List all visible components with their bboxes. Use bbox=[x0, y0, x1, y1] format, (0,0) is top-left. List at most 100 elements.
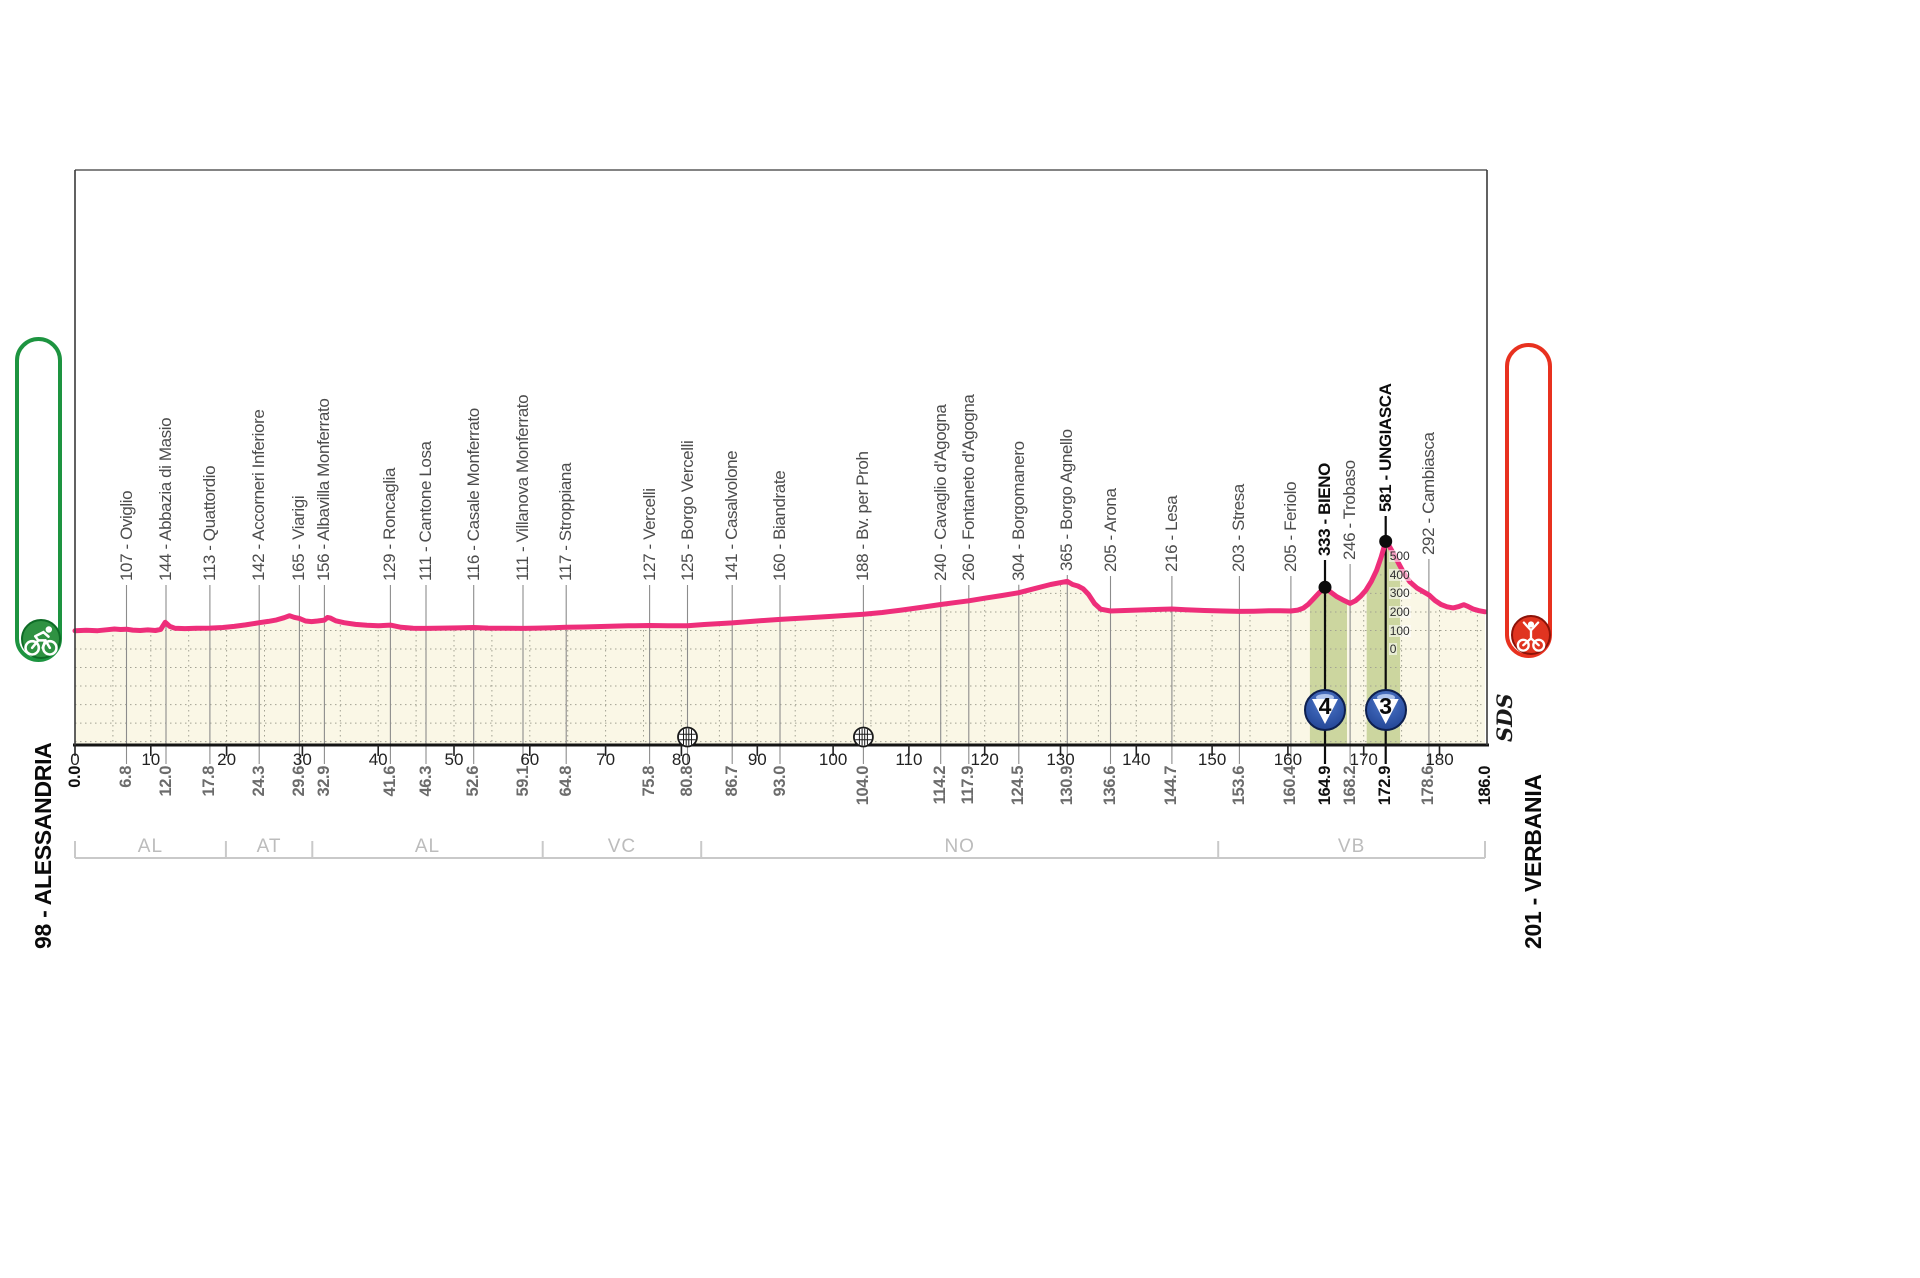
km-label: 29.6 bbox=[289, 766, 308, 797]
km-label: 17.8 bbox=[200, 766, 219, 797]
waypoint-label: 188 - Bv. per Proh bbox=[853, 451, 873, 582]
waypoint-label: 129 - Roncaglia bbox=[380, 467, 400, 581]
waypoint-label: 127 - Vercelli bbox=[639, 488, 659, 581]
waypoint-label: 141 - Casalvolone bbox=[722, 450, 742, 581]
waypoint-label: 205 - Arona bbox=[1100, 488, 1120, 573]
km-label: 144.7 bbox=[1162, 766, 1181, 806]
waypoint-label: 240 - Cavaglio d'Agogna bbox=[930, 404, 950, 581]
sprint-icon bbox=[853, 726, 874, 748]
axis-tick-label: 40 bbox=[368, 750, 388, 769]
finish-circle bbox=[1510, 615, 1551, 655]
axis-tick-label: 110 bbox=[895, 750, 923, 769]
sprint-icon bbox=[677, 726, 698, 748]
waypoint-label: 203 - Stresa bbox=[1229, 484, 1249, 572]
axis-tick-label: 10 bbox=[141, 750, 161, 769]
waypoint-label: 144 - Abbazia di Masio bbox=[156, 417, 175, 581]
waypoint-label: 116 - Casale Monferrato bbox=[463, 408, 483, 581]
km-label: 86.7 bbox=[722, 766, 741, 797]
elevation-scale-label: 100 bbox=[1388, 623, 1411, 638]
km-label: 130.9 bbox=[1057, 766, 1076, 806]
province-label: VC bbox=[607, 836, 637, 857]
waypoint-label: 333 - BIENO bbox=[1315, 463, 1334, 556]
waypoint-label: 260 - Fontaneto d'Agogna bbox=[958, 394, 978, 581]
km-label: 172.9 bbox=[1376, 766, 1395, 806]
km-label: 164.9 bbox=[1315, 766, 1334, 806]
profile-line bbox=[72, 538, 1488, 634]
start-box: 98 - ALESSANDRIA bbox=[15, 337, 62, 949]
finish-box: 201 - VERBANIA bbox=[1505, 343, 1552, 949]
km-label: 32.9 bbox=[314, 766, 333, 797]
km-label: 153.6 bbox=[1229, 766, 1248, 806]
waypoint-label: 156 - Albavilla Monferrato bbox=[314, 398, 334, 581]
summit-dot bbox=[1379, 534, 1393, 548]
km-label: 117.9 bbox=[959, 766, 978, 805]
start-circle bbox=[20, 619, 61, 659]
waypoint-label: 107 - Oviglio bbox=[116, 490, 136, 581]
elevation-scale-label: 500 bbox=[1388, 549, 1411, 564]
sds-watermark: SDS bbox=[1492, 693, 1517, 742]
axis-tick-label: 50 bbox=[444, 750, 464, 769]
climb-category-number: 4 bbox=[1318, 693, 1332, 719]
km-label: 12.0 bbox=[156, 766, 175, 797]
axis-tick-label: 90 bbox=[747, 750, 767, 769]
waypoint-label: 205 - Feriolo bbox=[1280, 481, 1300, 572]
waypoint-label: 160 - Biandrate bbox=[770, 470, 789, 581]
km-label: 136.6 bbox=[1101, 766, 1119, 806]
axis-tick-label: 180 bbox=[1425, 750, 1454, 769]
axis-tick-label: 150 bbox=[1197, 750, 1227, 769]
waypoint-label: 304 - Borgomanero bbox=[1008, 441, 1028, 581]
province-label: NO bbox=[944, 836, 975, 857]
km-label: 52.6 bbox=[464, 766, 483, 797]
province-label: AL bbox=[414, 836, 441, 857]
axis-tick-label: 170 bbox=[1349, 750, 1378, 769]
summit-dot bbox=[1318, 580, 1332, 594]
climb-category-number: 3 bbox=[1379, 693, 1393, 719]
km-label: 178.6 bbox=[1419, 766, 1438, 806]
axis-tick-label: 160 bbox=[1273, 750, 1303, 769]
axis-tick-label: 70 bbox=[596, 750, 616, 769]
axis-tick-label: 20 bbox=[217, 750, 237, 769]
axis-tick-label: 100 bbox=[818, 750, 848, 769]
elevation-scale-label: 200 bbox=[1388, 605, 1411, 619]
km-label: 124.5 bbox=[1009, 766, 1028, 806]
waypoint-label: 581 - UNGIASCA bbox=[1375, 383, 1395, 512]
cyclist-finish-icon bbox=[1516, 621, 1545, 652]
waypoint-label: 113 - Quattordio bbox=[199, 465, 219, 581]
km-label: 93.0 bbox=[770, 766, 789, 797]
km-label: 59.1 bbox=[513, 766, 532, 797]
waypoint-label: 365 - Borgo Agnello bbox=[1057, 429, 1077, 571]
start-label: 98 - ALESSANDRIA bbox=[29, 742, 56, 950]
waypoint-label: 111 - Cantone Losa bbox=[416, 441, 435, 581]
km-label: 114.2 bbox=[931, 766, 950, 805]
waypoint-label: 292 - Cambiasca bbox=[1418, 432, 1438, 555]
axis-tick-label: 30 bbox=[292, 750, 312, 769]
waypoint-label: 125 - Borgo Vercelli bbox=[677, 440, 697, 581]
waypoint-label: 216 - Lesa bbox=[1161, 495, 1181, 572]
km-label: 168.2 bbox=[1340, 766, 1359, 806]
waypoint-label: 246 - Trobaso bbox=[1340, 460, 1360, 560]
km-label: 104.0 bbox=[853, 766, 872, 806]
axis-tick-label: 120 bbox=[970, 750, 999, 769]
elevation-scale-label: 300 bbox=[1388, 586, 1411, 601]
km-label: 75.8 bbox=[640, 766, 659, 797]
badge-shine bbox=[1316, 694, 1334, 701]
km-label: 46.3 bbox=[416, 766, 435, 797]
province-label: AT bbox=[256, 836, 282, 857]
km-label: 186.0 bbox=[1475, 766, 1494, 806]
waypoint-label: 142 - Accorneri Inferiore bbox=[249, 409, 269, 581]
badge-shine bbox=[1376, 694, 1395, 701]
axis-tick-label: 60 bbox=[520, 750, 540, 769]
waypoint-label: 111 - Villanova Monferrato bbox=[513, 394, 532, 581]
province-label: VB bbox=[1337, 836, 1366, 857]
waypoint-label: 165 - Viarigi bbox=[289, 495, 309, 581]
km-label: 80.8 bbox=[678, 766, 696, 797]
elevation-scale-label: 400 bbox=[1388, 567, 1411, 582]
axis-tick-label: 0 bbox=[70, 750, 80, 769]
cyclist-start-icon bbox=[23, 626, 58, 656]
axis-tick-label: 140 bbox=[1122, 750, 1151, 769]
km-label: 160.4 bbox=[1281, 766, 1300, 806]
finish-label: 201 - VERBANIA bbox=[1519, 774, 1546, 949]
province-label: AL bbox=[137, 836, 164, 857]
climb-category-badge: 4 bbox=[1304, 689, 1346, 731]
